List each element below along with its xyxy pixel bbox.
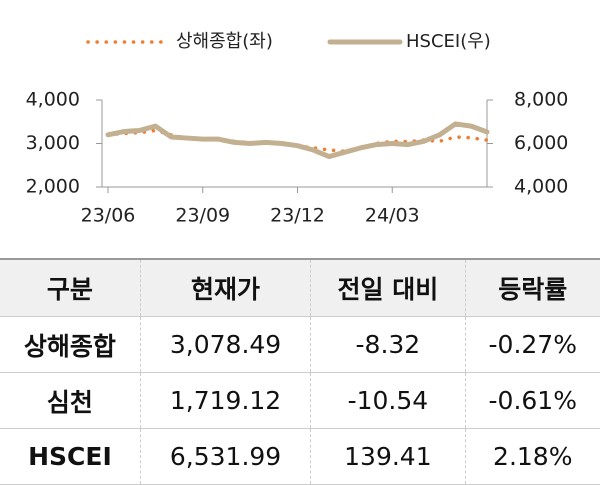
table-cell: HSCEI (0, 428, 141, 485)
header-cell: 전일 대비 (310, 258, 466, 317)
table-cell: 1,719.12 (139, 372, 311, 429)
table-cell: -10.54 (310, 372, 466, 429)
table-cell: -8.32 (310, 316, 466, 373)
legend-label: 상해종합(좌) (176, 31, 273, 52)
header-cell: 현재가 (139, 258, 311, 317)
table-cell: 6,531.99 (139, 428, 311, 485)
chart: 2,000 3,000 4,000 4,000 6,000 8,000 23/06 23/09… (26, 31, 569, 227)
y2-tick-label: 8,000 (514, 89, 568, 111)
table-row: 상해종합 3,078.49 -8.32 -0.27% (0, 316, 600, 373)
x-tick-label: 23/06 (81, 205, 136, 227)
x-tick-label: 23/12 (270, 205, 325, 227)
y2-tick-label: 4,000 (514, 176, 568, 198)
x-tick-label: 24/03 (365, 205, 420, 227)
header-cell: 등락률 (464, 258, 600, 317)
x-tick-label: 23/09 (175, 205, 230, 227)
y2-tick-label: 6,000 (514, 132, 568, 154)
header-cell: 구분 (0, 258, 141, 317)
table-cell: 상해종합 (0, 316, 141, 373)
table-cell: -0.27% (464, 316, 600, 373)
table-row: HSCEI 6,531.99 139.41 2.18% (0, 428, 600, 485)
table-cell: 3,078.49 (139, 316, 311, 373)
table-cell: 2.18% (464, 428, 600, 485)
header-row: 구분 현재가 전일 대비 등락률 (0, 258, 600, 317)
y-tick-label: 2,000 (26, 176, 80, 198)
series-line (105, 121, 490, 160)
table-cell: 139.41 (310, 428, 466, 485)
table-cell: 심천 (0, 372, 141, 429)
data-table: 구분 현재가 전일 대비 등락률 상해종합 3,078.49 -8.32 -0.27% 심천 1… (0, 258, 600, 485)
table-body: 상해종합 3,078.49 -8.32 -0.27% 심천 1,719.12 -10.54-… (0, 316, 600, 485)
table-cell: -0.61% (464, 372, 600, 429)
legend-label: HSCEI(우) (406, 31, 491, 52)
y-tick-label: 3,000 (26, 132, 80, 154)
y-tick-label: 4,000 (26, 89, 80, 111)
table-row: 심천 1,719.12 -10.54 -0.61% (0, 372, 600, 429)
